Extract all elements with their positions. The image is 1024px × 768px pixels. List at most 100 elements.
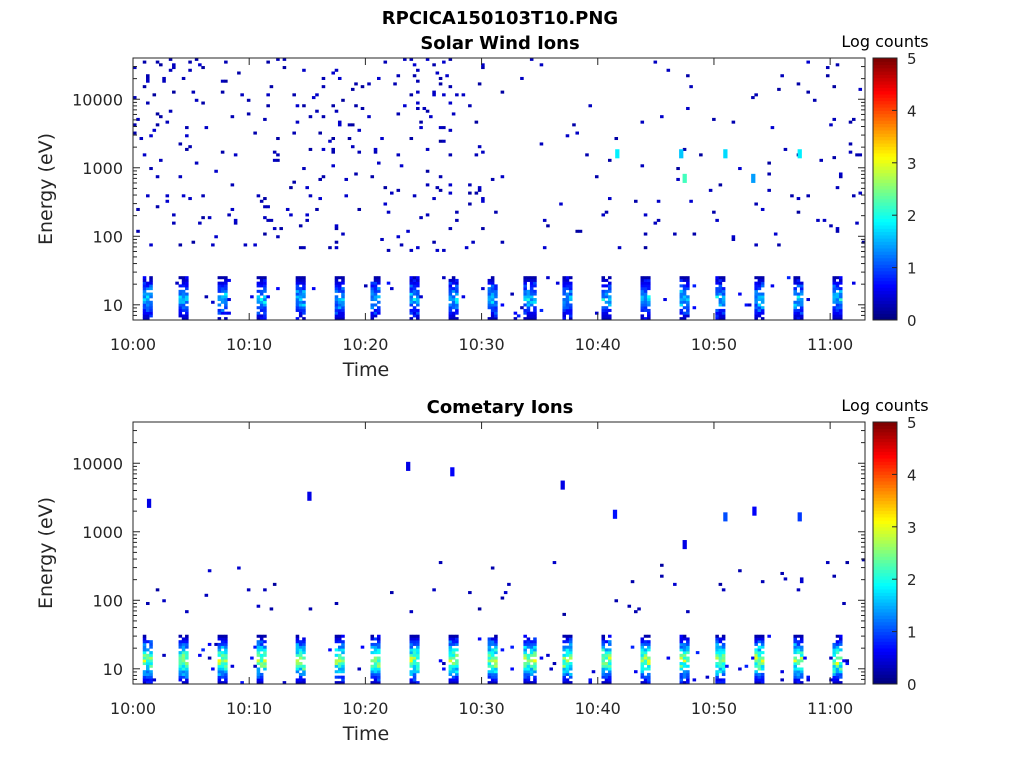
heatmap-cell — [181, 640, 186, 644]
heatmap-cell — [451, 656, 456, 660]
heatmap-cell — [266, 218, 270, 222]
x-tick-label: 11:00 — [807, 699, 853, 718]
heatmap-cell — [318, 177, 322, 181]
heatmap-cell — [425, 183, 430, 187]
heatmap-cell — [377, 678, 381, 682]
heatmap-cell — [276, 57, 280, 61]
plot-frame — [132, 421, 866, 685]
heatmap-cell — [377, 664, 381, 668]
heatmap-cell — [178, 640, 183, 644]
heatmap-cell — [373, 292, 378, 296]
heatmap-cell — [149, 287, 153, 291]
heatmap-cell — [832, 287, 837, 291]
heatmap-cell — [845, 662, 850, 666]
heatmap-cell — [217, 642, 222, 646]
heatmap-cell — [409, 637, 414, 641]
heatmap-cell — [829, 656, 833, 660]
heatmap-cell — [302, 104, 306, 108]
heatmap-cell — [269, 218, 274, 222]
heatmap-cell — [377, 672, 381, 676]
heatmap-cell — [181, 295, 186, 299]
heatmap-cell — [835, 306, 840, 310]
heatmap-cell — [718, 287, 723, 291]
heatmap-cell — [416, 101, 420, 105]
figure-title: RPCICA150103T10.PNG — [382, 8, 618, 29]
heatmap-cell — [604, 681, 609, 685]
heatmap-cell — [715, 651, 719, 655]
heatmap-cell — [487, 278, 492, 282]
heatmap-cell — [721, 276, 726, 280]
heatmap-cell — [607, 158, 612, 162]
heatmap-cell — [832, 667, 837, 671]
heatmap-cell — [721, 678, 726, 682]
heatmap-cell — [396, 112, 401, 116]
heatmap-cell — [686, 645, 690, 649]
colorbar-tick-label: 1 — [907, 260, 917, 278]
heatmap-cell — [604, 284, 609, 288]
heatmap-cell — [302, 637, 306, 641]
heatmap-cell — [373, 645, 378, 649]
heatmap-cell — [259, 672, 264, 676]
heatmap-cell — [607, 298, 612, 302]
heatmap-cell — [835, 672, 840, 676]
heatmap-cell — [838, 314, 843, 318]
colorbar-step — [873, 582, 897, 587]
plot-frame — [132, 57, 866, 321]
heatmap-cell — [373, 276, 378, 280]
heatmap-cell — [185, 667, 189, 671]
heatmap-cell — [412, 634, 417, 638]
heatmap-cell — [604, 300, 609, 304]
heatmap-cell — [640, 306, 645, 310]
colorbar-step — [873, 290, 897, 295]
plot-area — [133, 58, 865, 320]
heatmap-cell — [295, 648, 300, 652]
heatmap-cell — [647, 642, 651, 646]
colorbar-step — [873, 103, 897, 108]
heatmap-cell — [481, 66, 485, 70]
colorbar-step — [873, 267, 897, 272]
heatmap-cell — [490, 664, 495, 668]
heatmap-cell — [357, 128, 362, 132]
heatmap-cell — [181, 298, 186, 302]
heatmap-cell — [217, 651, 222, 655]
heatmap-cell — [601, 675, 606, 679]
heatmap-cell — [715, 648, 719, 652]
heatmap-cell — [718, 653, 723, 657]
heatmap-cell — [337, 289, 342, 293]
heatmap-cell — [799, 653, 804, 657]
heatmap-cell — [607, 672, 612, 676]
heatmap-cell — [494, 284, 498, 288]
heatmap-cell — [647, 656, 651, 660]
heatmap-cell — [295, 662, 300, 666]
highlight-cell — [146, 498, 152, 508]
heatmap-cell — [373, 637, 378, 641]
heatmap-cell — [510, 292, 514, 296]
heatmap-cell — [350, 87, 355, 91]
heatmap-cell — [373, 662, 378, 666]
heatmap-cell — [539, 142, 544, 146]
heatmap-cell — [448, 308, 453, 312]
heatmap-cell — [757, 306, 762, 310]
heatmap-cell — [568, 645, 573, 649]
heatmap-cell — [276, 235, 280, 239]
heatmap-cell — [526, 637, 531, 641]
heatmap-cell — [451, 281, 456, 285]
heatmap-cell — [686, 675, 690, 679]
heatmap-cell — [832, 642, 837, 646]
heatmap-cell — [412, 651, 417, 655]
heatmap-cell — [321, 76, 326, 80]
heatmap-cell — [533, 648, 537, 652]
heatmap-cell — [679, 681, 684, 685]
heatmap-cell — [334, 281, 339, 285]
heatmap-cell — [416, 634, 420, 638]
heatmap-cell — [744, 303, 749, 307]
heatmap-cell — [679, 634, 684, 638]
heatmap-cell — [220, 79, 225, 83]
heatmap-cell — [259, 199, 264, 203]
heatmap-cell — [490, 306, 495, 310]
heatmap-cell — [793, 664, 797, 668]
colorbar-step — [873, 608, 897, 613]
heatmap-cell — [178, 175, 183, 179]
colorbar-step — [873, 225, 897, 229]
heatmap-cell — [373, 670, 378, 674]
